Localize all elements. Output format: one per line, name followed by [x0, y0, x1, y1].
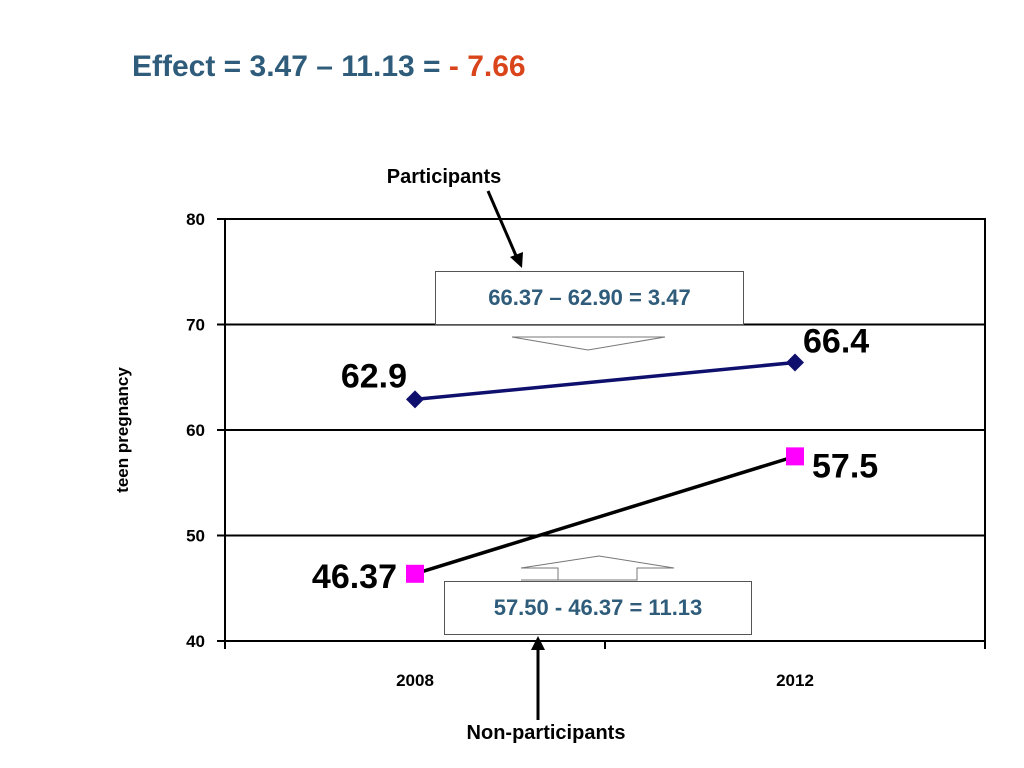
participants-callout-arrowhead	[510, 252, 523, 268]
nonparticipants-calculation-box: 57.50 - 46.37 = 11.13	[444, 581, 752, 635]
data-label: 57.5	[812, 447, 878, 485]
data-point	[786, 353, 804, 372]
x-tick-label: 2008	[396, 671, 434, 690]
participants-callout-label: Participants	[387, 166, 501, 188]
data-label: 46.37	[312, 558, 397, 596]
effect-result: - 7.66	[448, 50, 526, 83]
nonparticipants-callout-label: Non-participants	[467, 722, 626, 744]
effect-formula: Effect = 3.47 – 11.13 =	[132, 50, 449, 83]
y-axis-ticks: 40 50 60 70 80	[186, 210, 225, 651]
participants-down-arrow	[511, 336, 666, 351]
series-0: 62.9 66.4	[341, 322, 869, 409]
series-line	[414, 454, 796, 576]
participants-callout-arrow-line	[486, 190, 519, 259]
series-line	[414, 360, 796, 402]
data-point	[786, 447, 804, 466]
participants-calculation-box: 66.37 – 62.90 = 3.47	[435, 271, 744, 325]
effect-heading: Effect = 3.47 – 11.13 = - 7.66	[132, 50, 526, 84]
y-axis-label: teen pregnancy	[113, 367, 132, 493]
y-tick-label: 50	[186, 527, 205, 546]
data-label: 62.9	[341, 357, 407, 395]
data-label: 66.4	[803, 322, 869, 360]
nonparticipants-callout-arrowhead	[531, 636, 545, 650]
y-tick-label: 40	[186, 632, 205, 651]
data-point	[406, 564, 424, 583]
x-tick-label: 2012	[776, 671, 814, 690]
series-layer: 62.9 66.4 46.37 57.5	[312, 322, 878, 595]
y-tick-label: 70	[186, 316, 205, 335]
data-point	[406, 390, 424, 409]
x-axis-ticks: 2008 2012	[224, 641, 986, 690]
series-1: 46.37 57.5	[312, 447, 878, 596]
nonparticipants-up-arrow	[520, 555, 675, 581]
y-tick-label: 80	[186, 210, 205, 229]
y-tick-label: 60	[186, 421, 205, 440]
